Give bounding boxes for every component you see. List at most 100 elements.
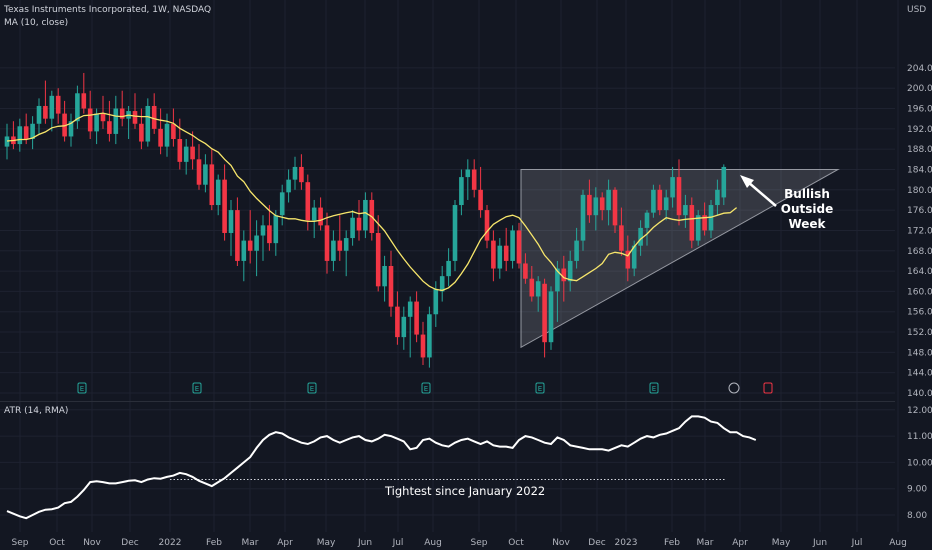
candle <box>331 230 336 272</box>
candle <box>574 227 579 269</box>
atr-tick-label: 8.00 <box>907 511 927 521</box>
annotation-line-2: Outside <box>781 202 833 216</box>
time-tick-label: Sep <box>12 538 29 548</box>
time-tick-label: Jul <box>851 538 863 548</box>
candle-body <box>177 139 183 162</box>
candle-body <box>535 281 541 297</box>
candle <box>465 159 471 200</box>
candle-body <box>222 179 227 233</box>
candle-body <box>388 266 394 307</box>
candle-body <box>145 105 151 142</box>
time-tick-label: Aug <box>424 538 442 548</box>
candle-body <box>657 189 663 211</box>
candle <box>625 235 631 282</box>
candle-body <box>689 205 695 241</box>
time-tick-label: Jun <box>357 538 372 548</box>
moving-average-line <box>6 112 738 292</box>
earnings-marker: E <box>77 382 87 394</box>
candle-body <box>503 245 509 261</box>
candle <box>702 202 707 236</box>
candle-body <box>715 189 720 206</box>
time-tick-label: Apr <box>732 538 748 548</box>
earnings-glyph: E <box>424 385 428 393</box>
price-tick-label: 156.00 <box>907 308 932 318</box>
candle <box>356 199 362 241</box>
candle-body <box>702 215 707 231</box>
candle <box>196 144 202 190</box>
time-tick-label: Feb <box>206 538 222 548</box>
candle <box>119 90 125 127</box>
candle <box>478 166 483 218</box>
price-tick-label: 144.00 <box>907 369 932 379</box>
price-tick-label: 164.00 <box>907 267 932 277</box>
price-tick-label: 140.00 <box>907 389 932 399</box>
time-tick-label: Mar <box>697 538 714 548</box>
candle-body <box>305 182 311 221</box>
candle-body <box>580 194 586 241</box>
atr-tick-label: 12.00 <box>907 406 932 416</box>
atr-line <box>6 415 757 520</box>
price-tick-label: 160.00 <box>907 287 932 297</box>
candle-body <box>139 123 144 142</box>
candle-body <box>254 235 259 251</box>
earnings-marker: E <box>421 382 431 394</box>
candle-body <box>94 113 99 132</box>
atr-tick-label: 11.00 <box>907 432 932 442</box>
candle-body <box>158 128 163 147</box>
time-tick-label: Mar <box>242 538 259 548</box>
candle <box>4 123 10 160</box>
candle <box>401 306 407 350</box>
candle-body <box>459 177 464 206</box>
time-tick-label: Nov <box>83 538 101 548</box>
candle <box>638 220 643 256</box>
price-tick-label: 176.00 <box>907 206 932 216</box>
time-tick-label: Dec <box>121 538 138 548</box>
candle-body <box>203 164 208 185</box>
candle-body <box>439 276 445 292</box>
candle-body <box>670 177 675 198</box>
candle-body <box>43 105 48 119</box>
candle-body <box>567 260 573 282</box>
candle-body <box>17 126 23 145</box>
candle-body <box>484 210 490 241</box>
candle-body <box>228 210 234 233</box>
candle-body <box>606 189 611 211</box>
earnings-marker: E <box>649 382 659 394</box>
candle-body <box>331 240 336 261</box>
time-tick-label: Apr <box>277 538 293 548</box>
candle-body <box>548 291 554 343</box>
candle-body <box>292 166 298 180</box>
candle-body <box>427 314 432 358</box>
candle <box>510 225 515 269</box>
candle-body <box>36 105 42 124</box>
candle <box>644 210 650 246</box>
candle <box>619 207 624 256</box>
candle <box>273 210 279 256</box>
atr-gridlines <box>0 409 895 516</box>
time-tick-label: Jun <box>812 538 827 548</box>
candle <box>209 149 215 211</box>
candle <box>241 230 247 282</box>
candle <box>663 189 669 221</box>
candle-body <box>555 268 560 292</box>
candle <box>311 199 317 239</box>
earnings-glyph: E <box>195 385 199 393</box>
candle <box>382 255 387 302</box>
time-tick-label: Oct <box>508 538 524 548</box>
candle <box>503 227 509 272</box>
candle-body <box>529 278 535 297</box>
candle <box>228 199 234 256</box>
candle-body <box>209 164 215 206</box>
time-tick-label: May <box>317 538 336 548</box>
candle-body <box>55 95 61 114</box>
candle <box>132 93 138 129</box>
atr-tick-label: 9.00 <box>907 485 927 495</box>
time-tick-label: 2023 <box>615 538 638 548</box>
candle <box>343 230 349 277</box>
candle-body <box>235 210 240 261</box>
candle-body <box>247 240 253 251</box>
candle <box>145 98 151 147</box>
candle <box>721 164 727 206</box>
